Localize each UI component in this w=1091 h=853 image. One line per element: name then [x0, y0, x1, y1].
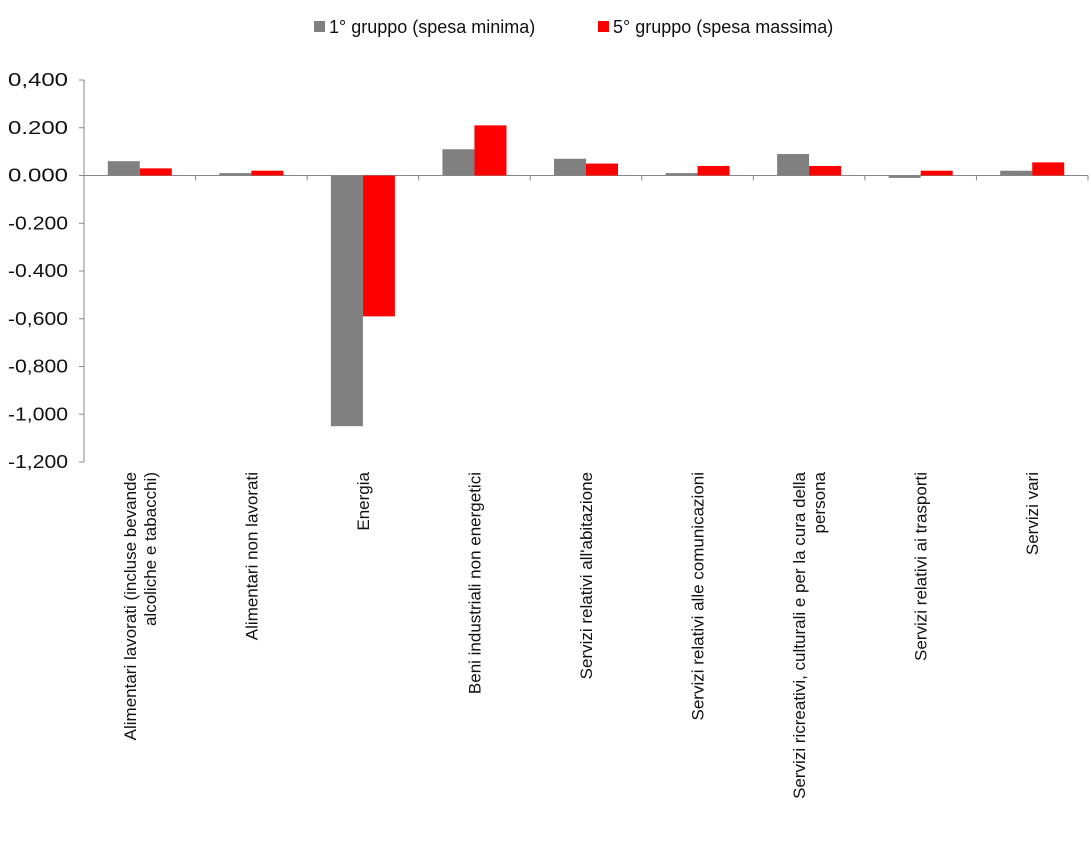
category-label-line: persona	[810, 471, 829, 533]
category-label-line: alcoliche e tabacchi)	[141, 472, 160, 626]
x-axis	[84, 175, 1089, 181]
legend-swatch	[598, 21, 609, 32]
category-label: Energia	[354, 471, 373, 530]
bar	[920, 170, 953, 176]
category-label: Alimentari lavorati (incluse bevandealco…	[121, 472, 160, 740]
y-tick-label: -0.400	[8, 261, 68, 281]
category-label: Servizi relativi all'abitazione	[577, 472, 596, 679]
bar	[219, 173, 252, 176]
category-label-line: Alimentari non lavorati	[242, 472, 261, 640]
category-label: Servizi ricreativi, culturali e per la c…	[790, 471, 829, 798]
y-tick-label: -0.200	[8, 213, 68, 233]
bar	[554, 158, 586, 176]
category-label: Servizi relativi alle comunicazioni	[689, 472, 708, 720]
bar	[474, 125, 507, 176]
bar	[251, 170, 284, 176]
y-tick-label: -0,800	[8, 357, 68, 377]
bar	[888, 175, 921, 178]
category-labels: Alimentari lavorati (incluse bevandealco…	[121, 471, 1042, 798]
category-label-line: Servizi vari	[1023, 472, 1042, 555]
bar	[809, 165, 842, 176]
category-label: Servizi relativi ai trasporti	[912, 472, 931, 661]
category-label-line: Servizi ricreativi, culturali e per la c…	[790, 471, 809, 798]
bar	[362, 175, 395, 317]
bar	[1000, 170, 1033, 176]
bars	[107, 125, 1065, 427]
category-label: Servizi vari	[1023, 472, 1042, 555]
bar	[442, 149, 475, 176]
category-label-line: Servizi relativi all'abitazione	[577, 472, 596, 679]
category-label-line: Alimentari lavorati (incluse bevande	[121, 472, 140, 740]
bar	[107, 161, 140, 176]
bar	[697, 165, 730, 176]
y-tick-label: -1,200	[8, 452, 68, 472]
bar	[665, 173, 698, 176]
y-tick-label: 0.000	[8, 166, 68, 186]
bar	[777, 154, 810, 176]
bar	[586, 163, 618, 176]
category-label-line: Beni industriali non energetici	[465, 472, 484, 694]
y-tick-label: -0,600	[8, 309, 68, 329]
bar	[139, 168, 172, 176]
category-label-line: Energia	[354, 471, 373, 530]
y-tick-label: 0,400	[8, 70, 68, 90]
category-label-line: Servizi relativi ai trasporti	[912, 472, 931, 661]
legend-swatch	[314, 21, 325, 32]
y-tick-label: -1,000	[8, 404, 68, 424]
y-axis: 0,400 0.200 0.000 -0.200 -0.400 -0,600 -0,800 -…	[8, 70, 85, 472]
y-tick-label: 0.200	[8, 118, 68, 138]
legend-label: 1° gruppo (spesa minima)	[329, 17, 535, 37]
legend: 1° gruppo (spesa minima) 5° gruppo (spesa…	[314, 17, 833, 37]
category-label-line: Servizi relativi alle comunicazioni	[689, 472, 708, 720]
bar	[330, 175, 363, 427]
bar	[1032, 162, 1065, 176]
category-label: Alimentari non lavorati	[242, 472, 261, 640]
category-label: Beni industriali non energetici	[465, 472, 484, 694]
legend-label: 5° gruppo (spesa massima)	[613, 17, 833, 37]
